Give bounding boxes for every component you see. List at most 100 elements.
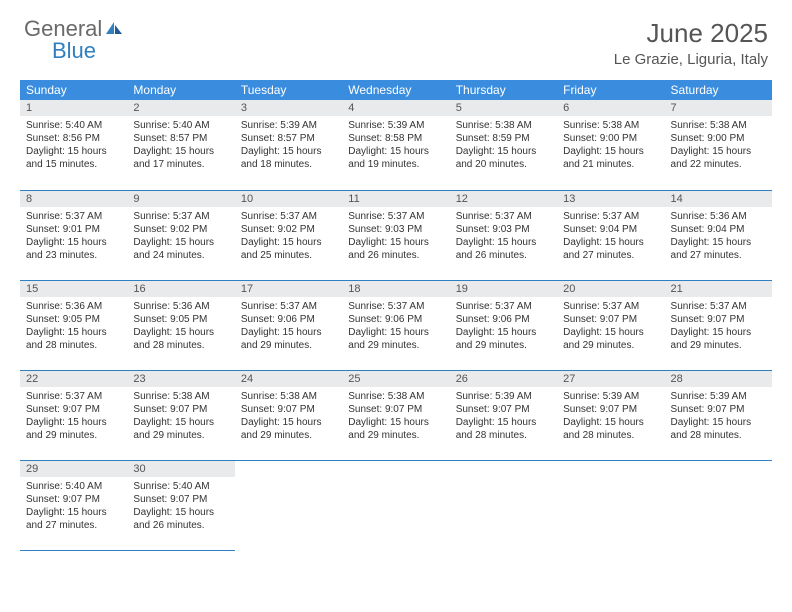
day-data: Sunrise: 5:38 AMSunset: 9:00 PMDaylight:… [665, 116, 772, 177]
calendar-head: SundayMondayTuesdayWednesdayThursdayFrid… [20, 80, 772, 100]
day-number: 28 [665, 371, 772, 387]
weekday-tuesday: Tuesday [235, 80, 342, 100]
day-data: Sunrise: 5:37 AMSunset: 9:02 PMDaylight:… [235, 207, 342, 268]
day-number: 18 [342, 281, 449, 297]
calendar-cell: 30Sunrise: 5:40 AMSunset: 9:07 PMDayligh… [127, 460, 234, 550]
day-number: 23 [127, 371, 234, 387]
brand-blue: Blue [52, 38, 96, 63]
calendar-cell: 25Sunrise: 5:38 AMSunset: 9:07 PMDayligh… [342, 370, 449, 460]
day-number: 6 [557, 100, 664, 116]
calendar-cell: 3Sunrise: 5:39 AMSunset: 8:57 PMDaylight… [235, 100, 342, 190]
day-data: Sunrise: 5:37 AMSunset: 9:07 PMDaylight:… [665, 297, 772, 358]
day-data: Sunrise: 5:38 AMSunset: 9:07 PMDaylight:… [235, 387, 342, 448]
calendar-cell: 7Sunrise: 5:38 AMSunset: 9:00 PMDaylight… [665, 100, 772, 190]
calendar-cell: 4Sunrise: 5:39 AMSunset: 8:58 PMDaylight… [342, 100, 449, 190]
calendar-cell [342, 460, 449, 550]
calendar-cell: 16Sunrise: 5:36 AMSunset: 9:05 PMDayligh… [127, 280, 234, 370]
day-data: Sunrise: 5:37 AMSunset: 9:03 PMDaylight:… [450, 207, 557, 268]
day-data: Sunrise: 5:37 AMSunset: 9:07 PMDaylight:… [557, 297, 664, 358]
calendar-table: SundayMondayTuesdayWednesdayThursdayFrid… [20, 80, 772, 551]
day-data: Sunrise: 5:37 AMSunset: 9:06 PMDaylight:… [235, 297, 342, 358]
day-number: 29 [20, 461, 127, 477]
day-number: 25 [342, 371, 449, 387]
weekday-saturday: Saturday [665, 80, 772, 100]
weekday-wednesday: Wednesday [342, 80, 449, 100]
calendar-cell: 13Sunrise: 5:37 AMSunset: 9:04 PMDayligh… [557, 190, 664, 280]
day-number: 1 [20, 100, 127, 116]
calendar-cell: 17Sunrise: 5:37 AMSunset: 9:06 PMDayligh… [235, 280, 342, 370]
day-number: 27 [557, 371, 664, 387]
day-number: 17 [235, 281, 342, 297]
day-data: Sunrise: 5:40 AMSunset: 9:07 PMDaylight:… [127, 477, 234, 538]
calendar-cell: 10Sunrise: 5:37 AMSunset: 9:02 PMDayligh… [235, 190, 342, 280]
day-number: 5 [450, 100, 557, 116]
weekday-thursday: Thursday [450, 80, 557, 100]
day-number: 3 [235, 100, 342, 116]
calendar-cell: 20Sunrise: 5:37 AMSunset: 9:07 PMDayligh… [557, 280, 664, 370]
calendar-cell: 26Sunrise: 5:39 AMSunset: 9:07 PMDayligh… [450, 370, 557, 460]
day-data: Sunrise: 5:36 AMSunset: 9:05 PMDaylight:… [127, 297, 234, 358]
day-data: Sunrise: 5:40 AMSunset: 8:56 PMDaylight:… [20, 116, 127, 177]
day-data: Sunrise: 5:40 AMSunset: 8:57 PMDaylight:… [127, 116, 234, 177]
day-number: 9 [127, 191, 234, 207]
title-block: June 2025 Le Grazie, Liguria, Italy [614, 18, 768, 68]
day-number: 24 [235, 371, 342, 387]
calendar-cell [235, 460, 342, 550]
calendar-cell: 21Sunrise: 5:37 AMSunset: 9:07 PMDayligh… [665, 280, 772, 370]
calendar-cell: 15Sunrise: 5:36 AMSunset: 9:05 PMDayligh… [20, 280, 127, 370]
calendar-cell: 29Sunrise: 5:40 AMSunset: 9:07 PMDayligh… [20, 460, 127, 550]
day-number: 14 [665, 191, 772, 207]
day-number: 2 [127, 100, 234, 116]
day-number: 8 [20, 191, 127, 207]
day-number: 20 [557, 281, 664, 297]
day-data: Sunrise: 5:37 AMSunset: 9:01 PMDaylight:… [20, 207, 127, 268]
day-data: Sunrise: 5:36 AMSunset: 9:04 PMDaylight:… [665, 207, 772, 268]
calendar-cell: 23Sunrise: 5:38 AMSunset: 9:07 PMDayligh… [127, 370, 234, 460]
day-number: 7 [665, 100, 772, 116]
calendar-cell: 27Sunrise: 5:39 AMSunset: 9:07 PMDayligh… [557, 370, 664, 460]
day-data: Sunrise: 5:39 AMSunset: 8:58 PMDaylight:… [342, 116, 449, 177]
calendar-cell: 19Sunrise: 5:37 AMSunset: 9:06 PMDayligh… [450, 280, 557, 370]
page-header: GeneralBlue June 2025 Le Grazie, Liguria… [0, 0, 792, 74]
weekday-monday: Monday [127, 80, 234, 100]
day-data: Sunrise: 5:38 AMSunset: 9:07 PMDaylight:… [127, 387, 234, 448]
calendar-cell [450, 460, 557, 550]
day-data: Sunrise: 5:38 AMSunset: 9:07 PMDaylight:… [342, 387, 449, 448]
calendar-cell: 22Sunrise: 5:37 AMSunset: 9:07 PMDayligh… [20, 370, 127, 460]
day-number: 26 [450, 371, 557, 387]
sail-icon [104, 20, 124, 36]
calendar-cell [665, 460, 772, 550]
calendar-cell [557, 460, 664, 550]
calendar-cell: 8Sunrise: 5:37 AMSunset: 9:01 PMDaylight… [20, 190, 127, 280]
calendar-body: 1Sunrise: 5:40 AMSunset: 8:56 PMDaylight… [20, 100, 772, 550]
day-data: Sunrise: 5:39 AMSunset: 9:07 PMDaylight:… [665, 387, 772, 448]
calendar-cell: 28Sunrise: 5:39 AMSunset: 9:07 PMDayligh… [665, 370, 772, 460]
calendar-cell: 14Sunrise: 5:36 AMSunset: 9:04 PMDayligh… [665, 190, 772, 280]
calendar-cell: 1Sunrise: 5:40 AMSunset: 8:56 PMDaylight… [20, 100, 127, 190]
day-number: 4 [342, 100, 449, 116]
day-number: 21 [665, 281, 772, 297]
calendar-cell: 18Sunrise: 5:37 AMSunset: 9:06 PMDayligh… [342, 280, 449, 370]
calendar-cell: 9Sunrise: 5:37 AMSunset: 9:02 PMDaylight… [127, 190, 234, 280]
day-data: Sunrise: 5:39 AMSunset: 9:07 PMDaylight:… [557, 387, 664, 448]
calendar-cell: 11Sunrise: 5:37 AMSunset: 9:03 PMDayligh… [342, 190, 449, 280]
page-title: June 2025 [614, 18, 768, 49]
day-number: 30 [127, 461, 234, 477]
day-data: Sunrise: 5:37 AMSunset: 9:07 PMDaylight:… [20, 387, 127, 448]
page-location: Le Grazie, Liguria, Italy [614, 51, 768, 68]
weekday-friday: Friday [557, 80, 664, 100]
calendar-cell: 2Sunrise: 5:40 AMSunset: 8:57 PMDaylight… [127, 100, 234, 190]
day-number: 13 [557, 191, 664, 207]
day-data: Sunrise: 5:37 AMSunset: 9:06 PMDaylight:… [450, 297, 557, 358]
day-number: 22 [20, 371, 127, 387]
day-number: 11 [342, 191, 449, 207]
day-data: Sunrise: 5:39 AMSunset: 9:07 PMDaylight:… [450, 387, 557, 448]
day-number: 10 [235, 191, 342, 207]
brand-logo: GeneralBlue [24, 18, 124, 62]
day-data: Sunrise: 5:38 AMSunset: 8:59 PMDaylight:… [450, 116, 557, 177]
calendar-cell: 12Sunrise: 5:37 AMSunset: 9:03 PMDayligh… [450, 190, 557, 280]
calendar-cell: 24Sunrise: 5:38 AMSunset: 9:07 PMDayligh… [235, 370, 342, 460]
calendar-cell: 6Sunrise: 5:38 AMSunset: 9:00 PMDaylight… [557, 100, 664, 190]
day-data: Sunrise: 5:37 AMSunset: 9:02 PMDaylight:… [127, 207, 234, 268]
day-data: Sunrise: 5:39 AMSunset: 8:57 PMDaylight:… [235, 116, 342, 177]
